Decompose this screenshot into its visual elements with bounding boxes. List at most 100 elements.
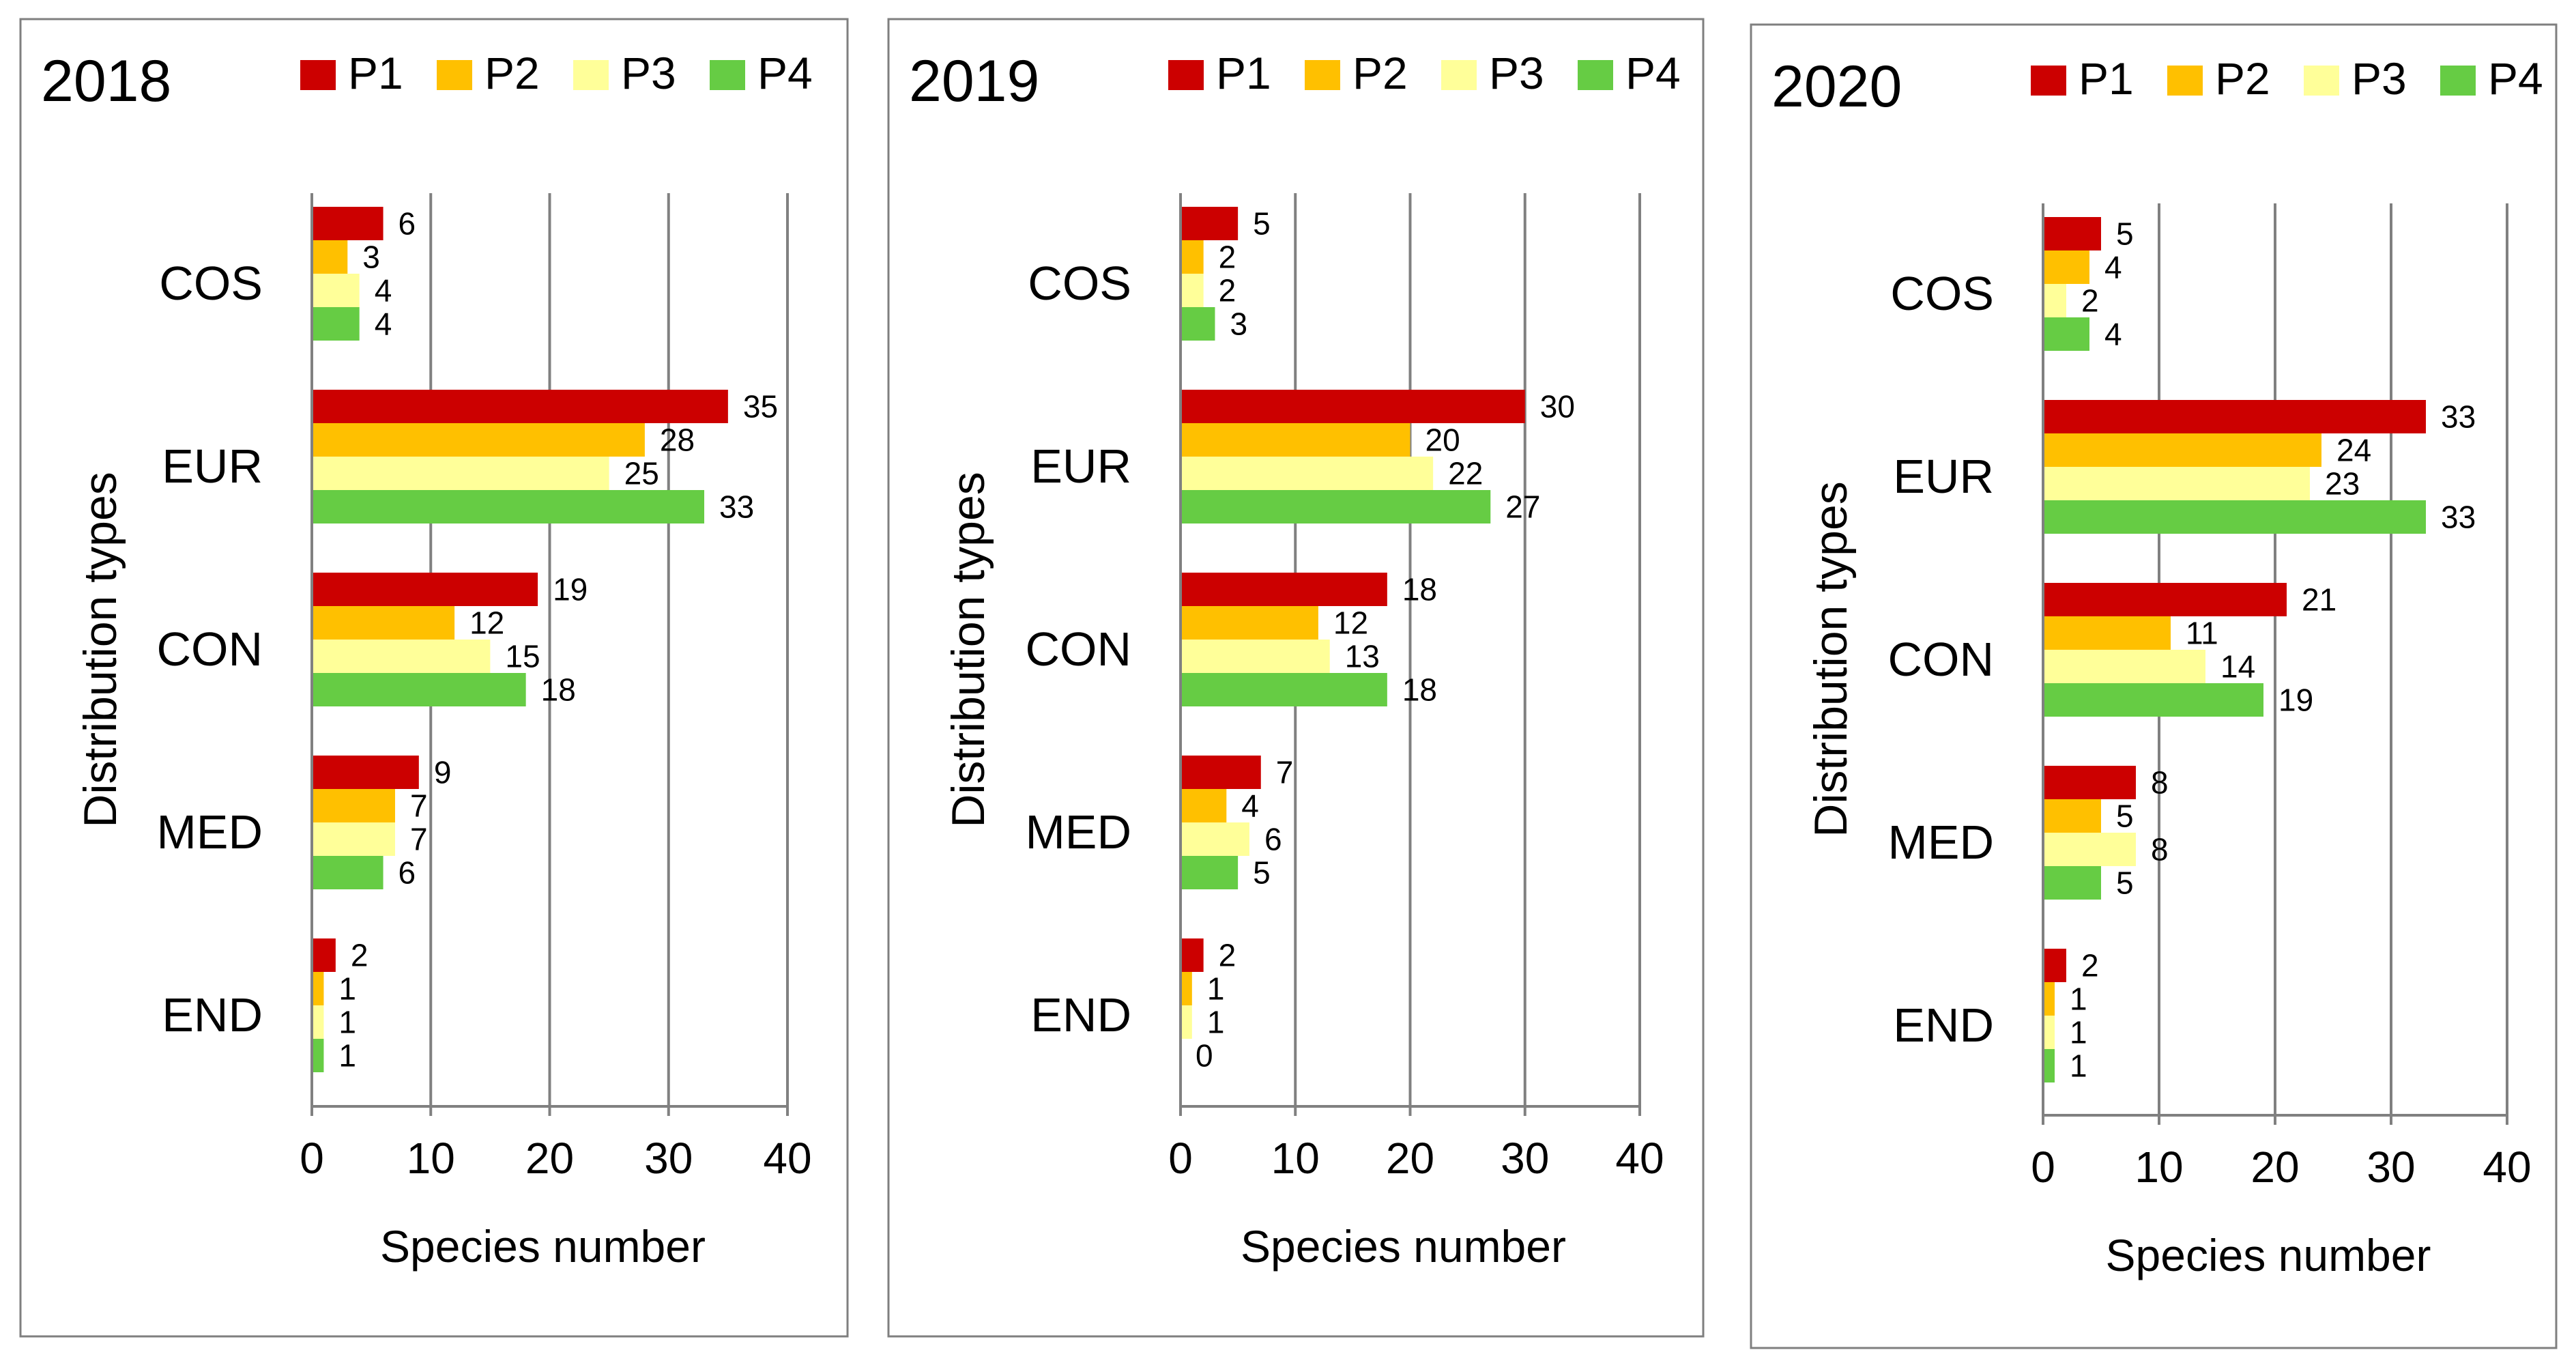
bar-CON-P2 [312, 606, 455, 640]
x-tick-label: 10 [1271, 1134, 1320, 1183]
data-label-MED-P3: 6 [1264, 822, 1282, 857]
bar-MED-P2 [2043, 799, 2101, 833]
data-label-CON-P3: 13 [1345, 639, 1380, 674]
data-label-CON-P1: 21 [2302, 582, 2336, 618]
bar-END-P2 [1181, 972, 1192, 1005]
legend-label-P1: P1 [348, 48, 403, 98]
bar-COS-P2 [1181, 240, 1204, 274]
category-label-CON: CON [156, 622, 263, 676]
data-label-END-P1: 2 [351, 938, 368, 973]
bar-END-P4 [312, 1039, 324, 1072]
legend-swatch-P1 [1168, 60, 1204, 90]
data-label-CON-P3: 14 [2220, 649, 2255, 685]
data-label-EUR-P4: 27 [1505, 489, 1540, 525]
bar-COS-P2 [312, 240, 348, 274]
bar-EUR-P2 [1181, 423, 1410, 457]
category-label-MED: MED [1887, 816, 1994, 869]
x-tick-label: 30 [1501, 1134, 1549, 1183]
x-tick-label: 40 [2483, 1143, 2531, 1192]
data-label-MED-P2: 7 [410, 788, 428, 824]
panel-frame [19, 18, 849, 1338]
bar-END-P1 [1181, 938, 1204, 972]
bar-EUR-P2 [2043, 433, 2321, 467]
bar-CON-P4 [2043, 683, 2263, 717]
x-tick-label: 0 [2031, 1143, 2055, 1192]
category-label-EUR: EUR [1893, 450, 1994, 503]
x-tick-label: 0 [300, 1134, 324, 1183]
data-label-END-P4: 0 [1196, 1038, 1213, 1074]
chart-title: 2019 [909, 48, 1039, 114]
legend-swatch-P2 [2167, 66, 2203, 96]
chart-panel-2018: 6344COS35282533EUR19121518CON9776MED2111… [19, 18, 849, 1338]
data-label-COS-P1: 5 [1253, 206, 1271, 242]
legend-label-P2: P2 [484, 48, 540, 98]
data-label-CON-P1: 18 [1402, 572, 1437, 607]
bar-COS-P3 [2043, 284, 2066, 317]
data-label-MED-P1: 8 [2151, 765, 2169, 801]
bar-COS-P4 [1181, 307, 1215, 341]
data-label-COS-P4: 4 [375, 306, 392, 342]
category-label-CON: CON [1887, 633, 1994, 686]
bar-MED-P1 [2043, 766, 2136, 799]
legend-label-P3: P3 [2351, 53, 2407, 104]
legend-swatch-P4 [710, 60, 745, 90]
data-label-END-P2: 1 [338, 971, 356, 1007]
data-label-EUR-P1: 30 [1540, 389, 1575, 425]
data-label-EUR-P1: 33 [2441, 399, 2476, 435]
bar-CON-P1 [2043, 583, 2287, 616]
legend-swatch-P2 [437, 60, 472, 90]
panel-frame [887, 18, 1705, 1338]
x-tick-label: 20 [1386, 1134, 1434, 1183]
data-label-COS-P2: 3 [362, 240, 380, 275]
category-label-COS: COS [1890, 267, 1994, 320]
legend-label-P2: P2 [2215, 53, 2270, 104]
legend-label-P4: P4 [757, 48, 813, 98]
data-label-CON-P1: 19 [553, 572, 588, 607]
bar-COS-P3 [1181, 274, 1204, 307]
bar-END-P2 [2043, 982, 2055, 1016]
bar-COS-P3 [312, 274, 360, 307]
data-label-END-P4: 1 [338, 1038, 356, 1074]
x-tick-label: 10 [407, 1134, 455, 1183]
category-label-END: END [1030, 988, 1131, 1042]
x-tick-label: 0 [1168, 1134, 1193, 1183]
data-label-COS-P4: 4 [2104, 317, 2122, 352]
data-label-CON-P4: 18 [1402, 672, 1437, 708]
bar-CON-P2 [1181, 606, 1318, 640]
category-label-MED: MED [1025, 805, 1131, 859]
data-label-EUR-P1: 35 [743, 389, 778, 425]
bar-COS-P4 [2043, 317, 2089, 351]
data-label-CON-P4: 18 [541, 672, 576, 708]
bar-COS-P4 [312, 307, 360, 341]
chart-panel-2019: 5223COS30202227EUR18121318CON7465MED2110… [887, 18, 1705, 1338]
legend-label-P4: P4 [2488, 53, 2543, 104]
data-label-COS-P1: 6 [399, 206, 416, 242]
data-label-END-P1: 2 [1219, 938, 1236, 973]
data-label-COS-P4: 3 [1230, 306, 1247, 342]
data-label-MED-P3: 8 [2151, 832, 2169, 867]
data-label-MED-P1: 7 [1276, 755, 1294, 790]
data-label-COS-P3: 2 [1219, 273, 1236, 309]
bar-EUR-P3 [1181, 457, 1434, 490]
data-label-END-P3: 1 [2070, 1015, 2087, 1050]
bar-MED-P3 [1181, 822, 1249, 856]
bar-EUR-P2 [312, 423, 645, 457]
bar-EUR-P3 [2043, 467, 2310, 500]
bar-EUR-P3 [312, 457, 609, 490]
bar-EUR-P4 [1181, 490, 1491, 523]
x-axis-title: Species number [1241, 1221, 1566, 1272]
data-label-MED-P4: 5 [2116, 865, 2134, 901]
category-label-END: END [1893, 999, 1994, 1052]
bar-MED-P4 [2043, 866, 2101, 900]
category-label-EUR: EUR [162, 440, 263, 493]
bar-END-P3 [1181, 1005, 1192, 1039]
legend-swatch-P2 [1305, 60, 1340, 90]
chart-title: 2018 [41, 48, 171, 114]
bar-MED-P3 [2043, 833, 2136, 866]
data-label-END-P3: 1 [338, 1005, 356, 1040]
data-label-EUR-P2: 20 [1426, 422, 1460, 458]
data-label-END-P4: 1 [2070, 1048, 2087, 1084]
category-label-EUR: EUR [1030, 440, 1131, 493]
legend-label-P2: P2 [1352, 48, 1408, 98]
chart-title: 2020 [1771, 54, 1902, 119]
